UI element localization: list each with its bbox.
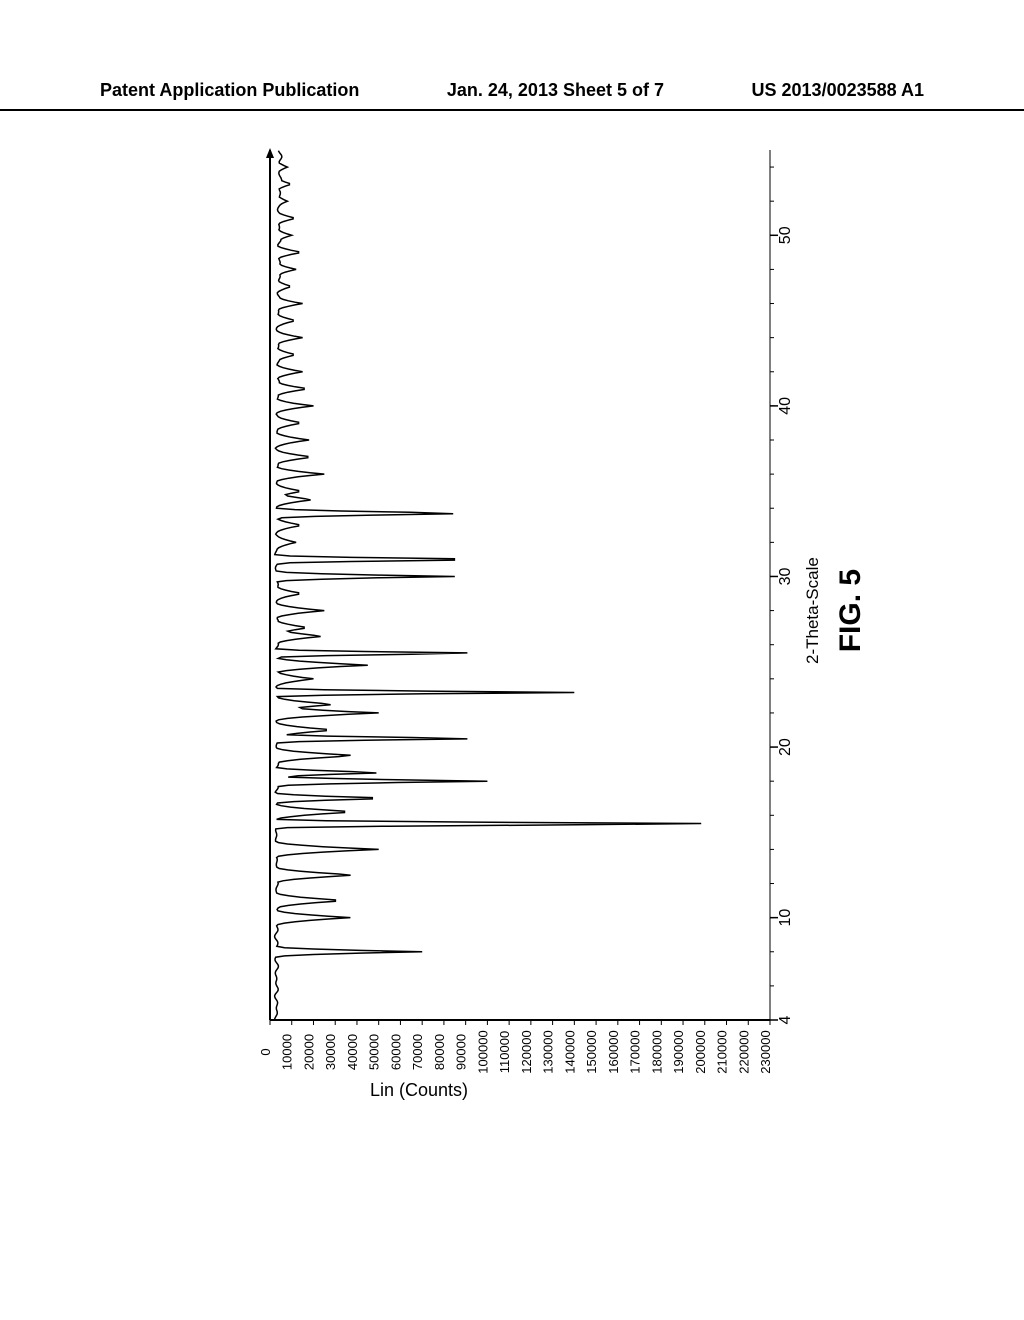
x-axis-title: 2-Theta-Scale [803,557,822,664]
figure-caption: FIG. 5 [834,569,867,652]
y-tick-label: 180000 [649,1030,664,1073]
y-tick-label: 70000 [410,1034,425,1070]
y-axis-label: Lin (Counts) [370,1080,468,1101]
y-tick-label: 120000 [519,1030,534,1073]
y-tick-label: 30000 [323,1034,338,1070]
y-tick-label: 160000 [606,1030,621,1073]
y-tick-label: 130000 [541,1030,556,1073]
header-left: Patent Application Publication [100,80,359,101]
header-right: US 2013/0023588 A1 [752,80,924,101]
x-tick-label: 40 [777,397,794,415]
y-tick-label: 200000 [693,1030,708,1073]
xrd-chart-svg: 4 10 20 30 40 50 2-Theta-Scale FIG. 5 0 10000 2000… [130,140,910,1160]
x-tick-label: 4 [777,1015,794,1024]
header-center: Jan. 24, 2013 Sheet 5 of 7 [447,80,664,101]
y-tick-label: 20000 [301,1034,316,1070]
y-tick-label: 210000 [715,1030,730,1073]
y-tick-label: 220000 [736,1030,751,1073]
y-tick-label: 0 [258,1048,273,1055]
y-tick-label: 90000 [454,1034,469,1070]
y-tick-label: 170000 [628,1030,643,1073]
y-tick-label: 50000 [367,1034,382,1070]
x-tick-label: 10 [777,909,794,927]
axis-arrow [266,148,274,158]
xrd-trace [275,151,702,1020]
y-tick-label: 150000 [584,1030,599,1073]
x-tick-label: 50 [777,226,794,244]
y-tick-label: 140000 [562,1030,577,1073]
y-tick-label: 40000 [345,1034,360,1070]
x-tick-label: 30 [777,567,794,585]
y-tick-label: 60000 [388,1034,403,1070]
xrd-figure: 4 10 20 30 40 50 2-Theta-Scale FIG. 5 0 10000 2000… [130,140,910,1160]
x-tick-label: 20 [777,738,794,756]
y-tick-label: 10000 [280,1034,295,1070]
y-tick-label: 80000 [432,1034,447,1070]
patent-header: Patent Application Publication Jan. 24, … [0,80,1024,111]
y-tick-label: 190000 [671,1030,686,1073]
y-tick-label: 230000 [758,1030,773,1073]
y-tick-label: 100000 [475,1030,490,1073]
y-tick-label: 110000 [497,1031,512,1073]
